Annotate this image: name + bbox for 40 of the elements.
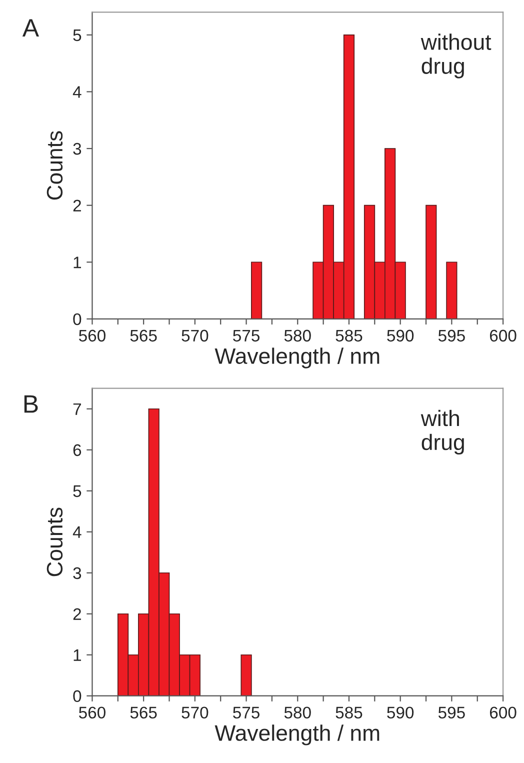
y-tick-label: 2 [73, 608, 81, 620]
y-tick-label: 4 [72, 526, 82, 538]
x-tick-label: 585 [336, 330, 362, 342]
y-tick-label: 1 [74, 256, 81, 268]
y-tick-label: 6 [73, 444, 82, 456]
annotation: with drug [420, 410, 464, 455]
y-tick-label: 1 [74, 649, 81, 661]
y-tick-label: 3 [73, 142, 82, 155]
text: A [22, 19, 40, 36]
y-tick-label: 5 [73, 30, 82, 42]
x-tick-label: 595 [438, 706, 465, 719]
y-tick-label: 0 [73, 690, 82, 702]
x-tick-label: 585 [336, 706, 362, 719]
y-axis-title: Counts [46, 131, 63, 200]
x-tick-label: 570 [182, 330, 208, 342]
y-tick-label: 3 [73, 567, 82, 580]
y-tick-label: 2 [73, 200, 81, 212]
x-axis-title: Wavelength / nm [214, 348, 380, 368]
y-tick-label: 4 [72, 86, 82, 98]
x-tick-label: 600 [490, 706, 516, 719]
x-tick-label: 580 [284, 706, 311, 719]
x-tick-label: 565 [130, 330, 157, 342]
x-tick-label: 570 [182, 706, 208, 719]
x-tick-label: 575 [233, 706, 260, 719]
x-tick-label: 580 [284, 330, 311, 342]
x-tick-label: 595 [438, 330, 465, 342]
x-tick-label: 560 [78, 330, 106, 342]
x-tick-label: 565 [130, 706, 157, 719]
y-tick-label: 7 [73, 403, 81, 415]
x-tick-label: 575 [233, 330, 260, 342]
annotation: without drug [420, 34, 492, 78]
text: B [24, 395, 38, 413]
y-tick-label: 5 [73, 485, 82, 498]
x-tick-label: 560 [78, 706, 106, 719]
x-tick-label: 590 [387, 706, 414, 719]
x-tick-label: 600 [490, 330, 516, 342]
x-axis-title: Wavelength / nm [214, 724, 380, 746]
x-tick-label: 590 [387, 330, 414, 342]
y-axis-title: Counts [46, 508, 63, 576]
y-tick-label: 0 [73, 313, 82, 326]
